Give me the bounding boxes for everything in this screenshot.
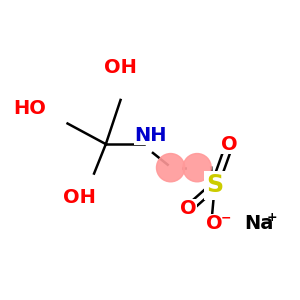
Circle shape (157, 154, 185, 182)
Text: S: S (206, 173, 223, 197)
Text: O: O (206, 214, 223, 233)
Text: Na: Na (244, 214, 274, 233)
Text: OH: OH (104, 58, 137, 77)
Text: O: O (180, 200, 196, 218)
Text: +: + (267, 211, 278, 224)
Text: −: − (221, 211, 231, 224)
Text: OH: OH (63, 188, 96, 207)
Text: NH: NH (134, 126, 166, 145)
Circle shape (183, 154, 211, 182)
Text: HO: HO (13, 99, 46, 118)
Text: O: O (221, 135, 238, 154)
